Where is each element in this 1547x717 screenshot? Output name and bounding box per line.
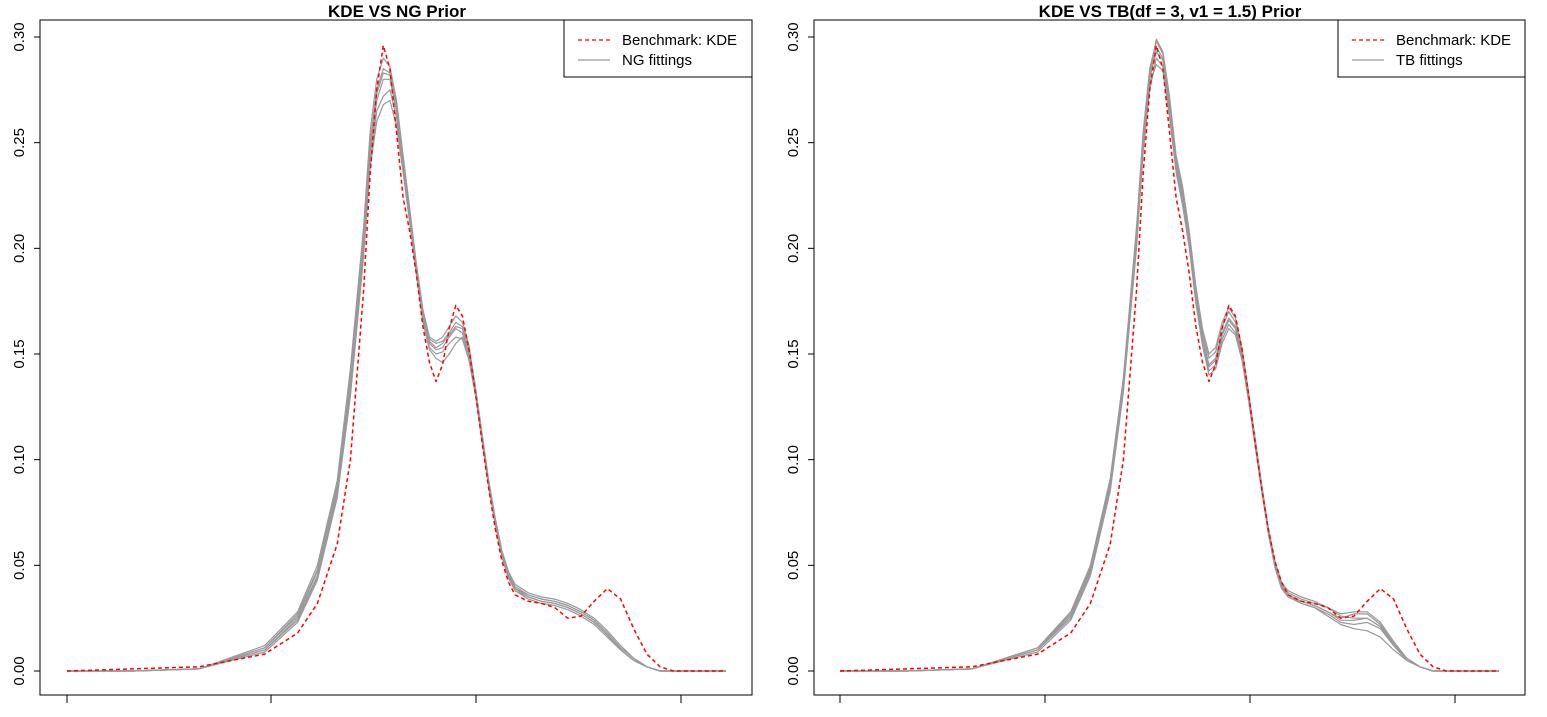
legend-fittings-label: TB fittings bbox=[1396, 52, 1463, 69]
legend-fittings-label: NG fittings bbox=[622, 52, 692, 69]
fitting-line-2 bbox=[840, 40, 1499, 672]
fitting-line-2 bbox=[67, 68, 726, 672]
ng-prior-panel: KDE VS NG Prior 0.00 0.05 0.10 0.15 0.20 0.25… bbox=[11, 2, 753, 703]
plot-frame bbox=[813, 19, 1526, 696]
kde-line bbox=[839, 44, 1499, 672]
legend-box bbox=[1337, 19, 1526, 78]
fitting-line-5 bbox=[67, 99, 726, 672]
y-tick-label: 0.25 bbox=[785, 128, 802, 157]
fitting-line-1 bbox=[840, 46, 1499, 672]
panel-title: KDE VS NG Prior bbox=[328, 2, 466, 21]
legend-box bbox=[563, 19, 753, 78]
y-tick-label: 0.30 bbox=[11, 22, 28, 51]
fitting-line-4 bbox=[67, 57, 726, 672]
benchmark-line bbox=[839, 44, 1499, 672]
y-tick-label: 0.10 bbox=[785, 445, 802, 474]
legend-kde-label: Benchmark: KDE bbox=[1396, 32, 1511, 49]
legend-kde-label: Benchmark: KDE bbox=[622, 32, 737, 49]
y-tick-label: 0.00 bbox=[11, 656, 28, 685]
y-tick-label: 0.05 bbox=[11, 551, 28, 580]
fitting-line-5 bbox=[840, 63, 1499, 672]
fitting-line-6 bbox=[840, 51, 1499, 672]
x-axis bbox=[839, 695, 1456, 703]
x-axis bbox=[66, 695, 682, 703]
y-tick-label: 0.00 bbox=[785, 656, 802, 685]
legend: Benchmark: KDE TB fittings bbox=[1337, 19, 1526, 78]
y-axis: 0.00 0.05 0.10 0.15 0.20 0.25 0.30 bbox=[785, 22, 814, 686]
fitting-line-3 bbox=[67, 89, 726, 672]
y-tick-label: 0.20 bbox=[11, 234, 28, 263]
y-tick-label: 0.20 bbox=[785, 234, 802, 263]
fitting-line-3 bbox=[840, 57, 1499, 672]
legend: Benchmark: KDE NG fittings bbox=[563, 19, 753, 78]
tb-prior-panel: KDE VS TB(df = 3, v1 = 1.5) Prior 0.000.… bbox=[785, 2, 1526, 703]
y-tick-label: 0.30 bbox=[785, 22, 802, 51]
y-tick-label: 0.25 bbox=[11, 128, 28, 157]
fitting-line-1 bbox=[67, 78, 726, 672]
fitting-line-6 bbox=[67, 72, 726, 672]
y-axis: 0.00 0.05 0.10 0.15 0.20 0.25 0.30 bbox=[11, 22, 40, 686]
y-tick-label: 0.05 bbox=[785, 551, 802, 580]
kde-line bbox=[66, 44, 726, 672]
fitting-lines bbox=[67, 57, 726, 672]
y-tick-label: 0.15 bbox=[11, 339, 28, 368]
y-tick-label: 0.15 bbox=[785, 339, 802, 368]
plot-frame bbox=[39, 19, 753, 696]
panel-title: KDE VS TB(df = 3, v1 = 1.5) Prior bbox=[1039, 2, 1302, 21]
benchmark-line bbox=[66, 44, 726, 672]
y-tick-label: 0.10 bbox=[11, 445, 28, 474]
